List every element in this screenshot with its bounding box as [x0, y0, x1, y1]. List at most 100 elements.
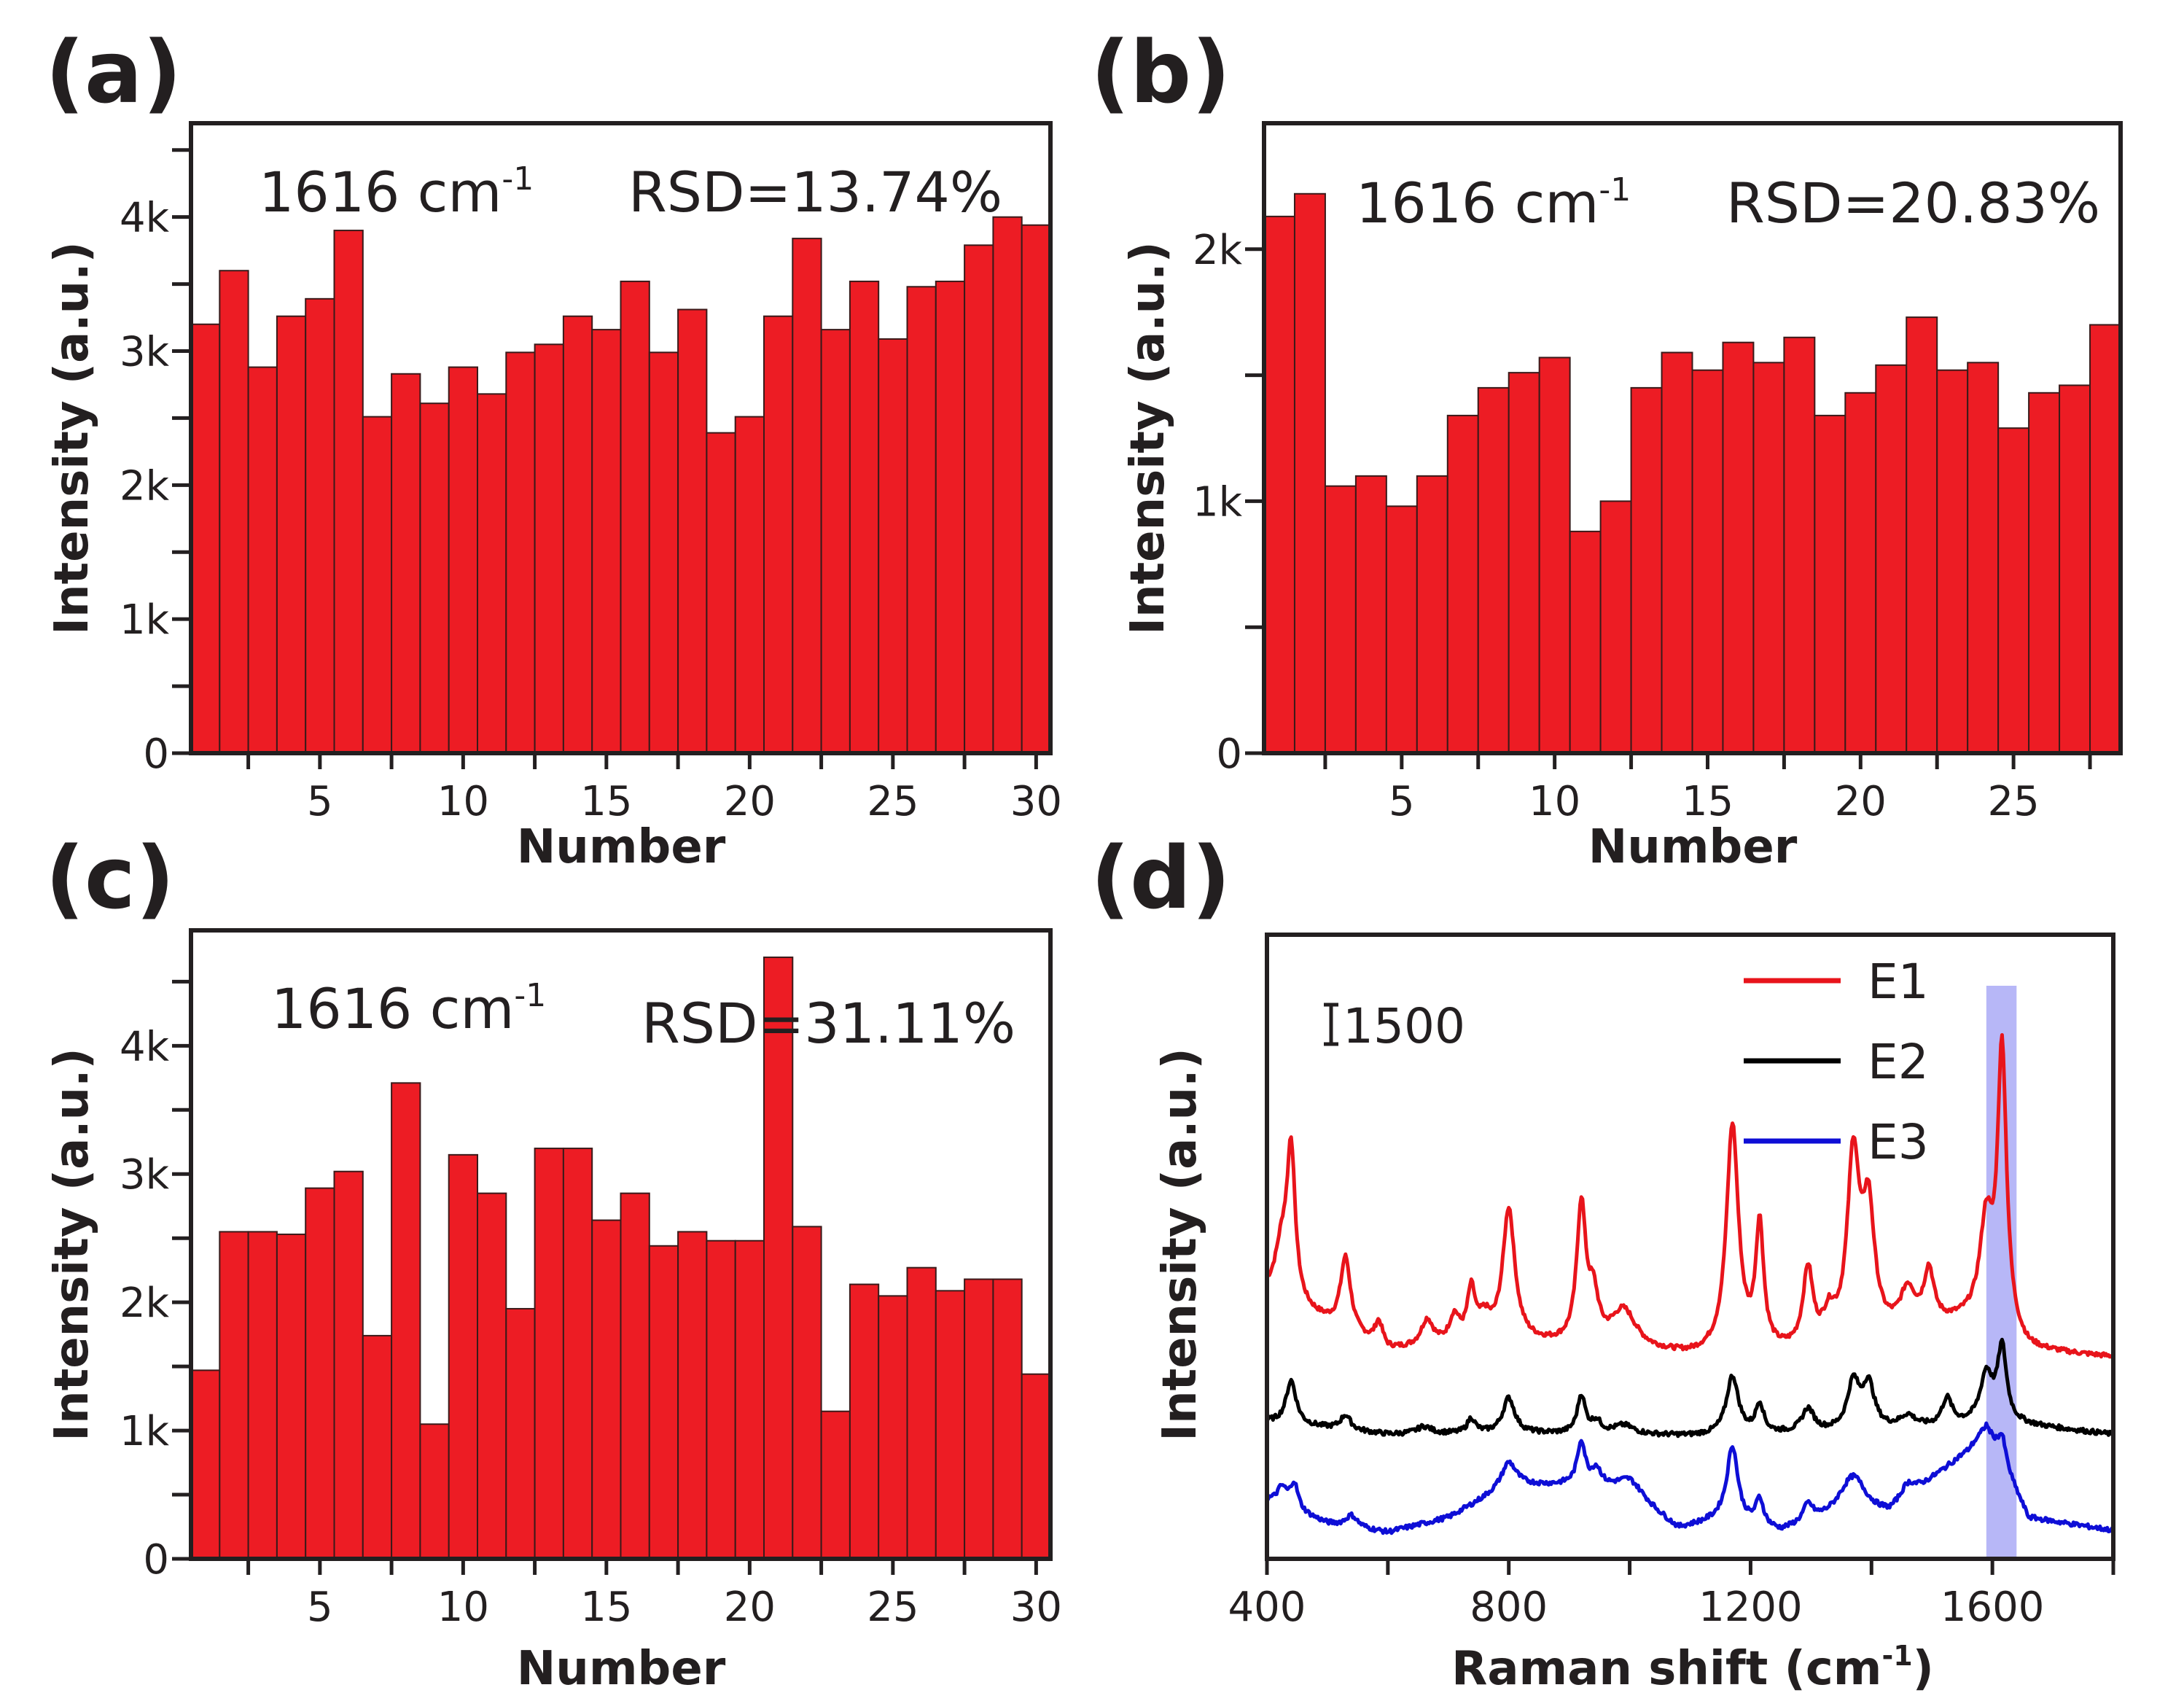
bar-b-15 [1691, 369, 1724, 754]
rsd-annotation-c: RSD=31.11% [641, 991, 1015, 1056]
scale-bar-label: 1500 [1343, 998, 1465, 1054]
bar-a-5 [305, 297, 335, 754]
bar-c-8 [391, 1082, 421, 1560]
bar-a-6 [333, 230, 364, 754]
y-tick-label-c: 2k [120, 1280, 170, 1327]
panel-d: (d) 400 800 1200 1600 1500 E1 E2 E3 Raman shi… [1091, 828, 2115, 1696]
spectra-d [1265, 1033, 2115, 1535]
panel-label-b: (b) [1091, 22, 1231, 122]
legend-d: E1 E2 E3 [1744, 954, 1929, 1170]
bar-c-5 [305, 1187, 335, 1560]
ticks-b: 0 1k 2k 5 10 15 20 25 [1193, 227, 2092, 825]
bar-b-20 [1844, 392, 1877, 754]
panel-label-c: (c) [45, 828, 175, 928]
plot-frame-a [189, 121, 1053, 755]
y-tick-label-a: 4k [120, 195, 170, 242]
bar-b-14 [1661, 351, 1693, 755]
x-tick-label-b: 15 [1682, 778, 1733, 825]
y-tick-label-a: 1k [120, 596, 170, 644]
bar-c-4 [276, 1233, 307, 1560]
bar-c-13 [534, 1148, 564, 1560]
panel-label-d: (d) [1091, 828, 1231, 928]
bar-a-8 [391, 373, 421, 754]
x-tick-label-c: 10 [437, 1584, 489, 1631]
y-axis-title-b: Intensity (a.u.) [1121, 241, 1175, 634]
bar-a-26 [906, 286, 937, 754]
bar-c-26 [906, 1266, 937, 1560]
wavenumber-annotation-c: 1616 cm-1 [271, 976, 546, 1041]
bar-c-23 [820, 1410, 851, 1560]
bar-b-25 [1997, 427, 2030, 755]
bar-c-18 [677, 1231, 708, 1560]
bar-a-27 [935, 280, 966, 755]
x-tick-label-d: 800 [1470, 1584, 1548, 1631]
bar-a-21 [763, 315, 794, 754]
x-tick-label-b: 20 [1835, 778, 1887, 825]
bar-a-7 [362, 416, 393, 754]
ticks-a: 0 1k 2k 3k 4k 5 10 15 20 25 30 [120, 148, 1062, 825]
wavenumber-annotation-a: 1616 cm-1 [259, 160, 534, 225]
x-tick-label-d: 1600 [1941, 1584, 2045, 1631]
x-tick-label-d: 1200 [1699, 1584, 1803, 1631]
plot-frame-d [1265, 933, 2115, 1561]
bar-c-7 [362, 1334, 393, 1560]
y-tick-label-c: 4k [120, 1023, 170, 1070]
bar-c-22 [792, 1226, 822, 1560]
spectrum-e2 [1266, 1337, 2115, 1439]
bar-c-10 [448, 1153, 479, 1560]
x-tick-label-c: 25 [867, 1584, 919, 1631]
panel-c: (c) 0 1k 2k 3k 4k 5 10 15 20 25 30 1616 cm-1 RSD=3… [45, 828, 1062, 1696]
bar-a-12 [505, 351, 536, 754]
bar-b-18 [1783, 336, 1816, 754]
x-tick-label-c: 5 [307, 1584, 333, 1631]
bar-a-17 [648, 351, 679, 754]
bar-b-6 [1416, 475, 1448, 755]
bar-a-22 [792, 238, 822, 754]
bar-b-27 [2059, 384, 2091, 754]
bars-a [190, 216, 1051, 755]
bar-c-21 [763, 956, 794, 1560]
bar-a-25 [878, 338, 908, 754]
scale-bar: 1500 [1324, 998, 1465, 1054]
bar-c-17 [648, 1245, 679, 1560]
plot-frame-b [1262, 121, 2123, 755]
bar-a-11 [477, 393, 507, 754]
bar-b-3 [1324, 485, 1357, 754]
bar-c-28 [964, 1278, 994, 1560]
y-axis-title-d: Intensity (a.u.) [1153, 1048, 1207, 1441]
bar-b-26 [2028, 392, 2061, 754]
bar-b-4 [1354, 475, 1387, 755]
bar-c-19 [706, 1239, 736, 1560]
bar-a-18 [677, 308, 708, 755]
bar-c-12 [505, 1307, 536, 1560]
bar-c-14 [562, 1148, 593, 1560]
bar-b-23 [1936, 369, 1969, 754]
x-tick-label-c: 15 [580, 1584, 632, 1631]
ticks-d: 400 800 1200 1600 [1228, 1559, 2115, 1631]
y-tick-label-c: 0 [143, 1536, 169, 1584]
y-tick-label-b: 0 [1216, 731, 1242, 778]
bar-a-19 [706, 432, 736, 754]
x-tick-label-b: 5 [1389, 778, 1415, 825]
x-tick-label-c: 20 [724, 1584, 776, 1631]
x-tick-label-a: 10 [437, 778, 489, 825]
x-tick-label-a: 25 [867, 778, 919, 825]
bar-a-16 [620, 280, 650, 755]
bar-c-15 [591, 1219, 622, 1560]
bar-a-20 [734, 416, 765, 754]
bar-a-9 [419, 402, 450, 755]
x-tick-label-a: 30 [1010, 778, 1062, 825]
x-axis-title-d: Raman shift (cm-1) [1451, 1640, 1934, 1696]
bar-b-28 [2089, 324, 2121, 755]
bar-a-24 [849, 280, 880, 755]
bar-c-29 [992, 1278, 1023, 1560]
bar-a-13 [534, 343, 564, 754]
bar-b-1 [1263, 215, 1295, 754]
x-axis-title-a: Number [517, 820, 726, 874]
y-axis-title-c: Intensity (a.u.) [45, 1048, 99, 1441]
bar-b-19 [1814, 414, 1846, 754]
y-axis-title-a: Intensity (a.u.) [45, 241, 99, 634]
bar-c-24 [849, 1283, 880, 1560]
bar-b-9 [1508, 372, 1540, 755]
